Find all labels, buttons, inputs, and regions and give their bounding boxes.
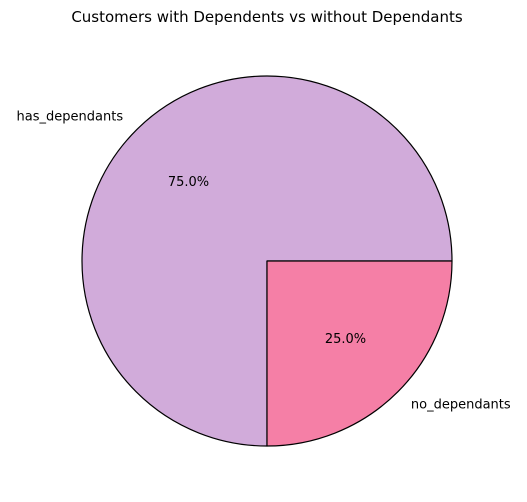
- chart-title: Customers with Dependents vs without Dep…: [71, 8, 463, 26]
- pie-slice-has_dependants: [81, 75, 453, 447]
- slice-percent-has_dependants: 75.0%: [168, 175, 209, 190]
- pie-slice-no_dependants: [266, 260, 453, 447]
- slice-label-no_dependants: no_dependants: [411, 397, 511, 412]
- slice-label-has_dependants: has_dependants: [17, 110, 124, 125]
- slice-percent-no_dependants: 25.0%: [325, 332, 366, 347]
